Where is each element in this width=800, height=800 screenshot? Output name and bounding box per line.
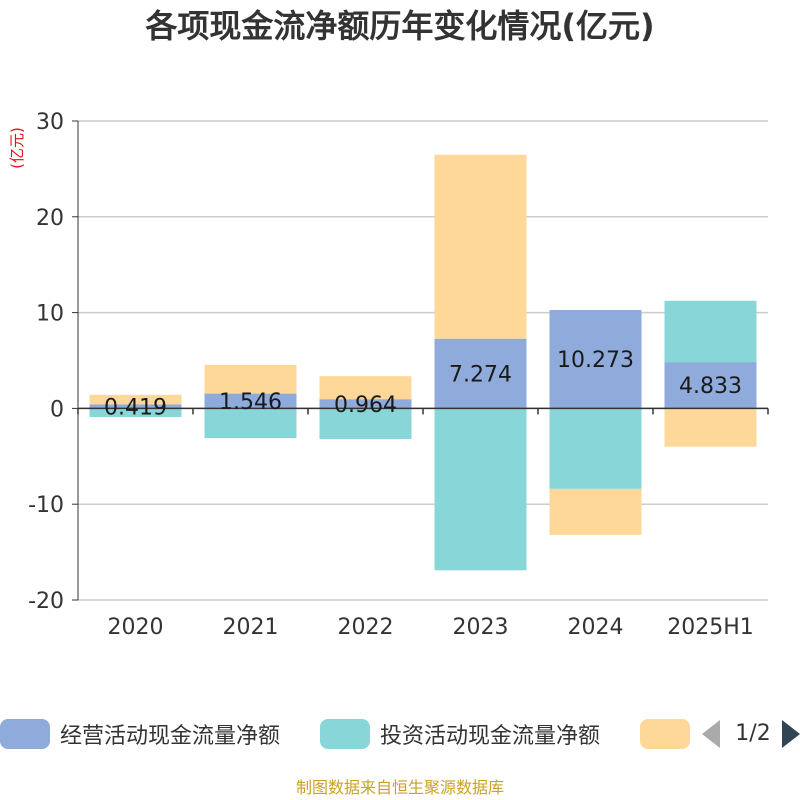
bar-financing-2025H1 [664,408,757,447]
bar-financing-2023 [434,154,527,339]
bar-financing-2021 [204,364,297,394]
data-label: 0.419 [104,395,167,420]
bar-operating-2021 [204,393,297,409]
legend-label-operating: 经营活动现金流量净额 [60,724,281,749]
x-tick-label: 2021 [223,615,279,640]
y-tick-label: -20 [28,589,64,614]
bar-operating-2025H1 [664,362,757,409]
data-label: 4.833 [679,374,742,399]
data-label: 0.964 [334,393,397,418]
x-tick-label: 2025H1 [667,615,754,640]
bar-investing-2024 [549,408,642,489]
legend-item-financing[interactable] [640,714,700,754]
bar-operating-2024 [549,309,642,409]
x-tick-label: 2022 [338,615,394,640]
source-note: 制图数据来自恒生聚源数据库 [295,778,504,797]
bar-operating-2020 [89,404,182,409]
legend-swatch-investing [320,719,370,749]
y-tick-label: 30 [36,110,64,135]
bar-financing-2022 [319,376,412,400]
y-tick-label: -10 [28,493,64,518]
legend-label-investing: 投资活动现金流量净额 [380,724,601,749]
legend-swatch-financing [640,719,690,749]
x-tick-label: 2020 [108,615,164,640]
x-tick-label: 2023 [453,615,509,640]
legend: 经营活动现金流量净额 投资活动现金流量净额 1/2 [0,714,800,754]
data-label: 7.274 [449,363,512,388]
bar-investing-2021 [204,408,297,439]
legend-pager: 1/2 [700,714,800,754]
y-axis-unit-label: (亿元) [8,127,26,169]
bar-operating-2022 [319,399,412,409]
y-tick-label: 10 [36,302,64,327]
bar-investing-2022 [319,408,412,440]
x-tick-label: 2024 [568,615,624,640]
y-tick-label: 0 [50,397,64,422]
chevron-left-icon[interactable] [702,720,720,748]
bar-investing-2023 [434,408,527,571]
legend-item-operating[interactable]: 经营活动现金流量净额 [0,714,280,754]
data-label: 1.546 [219,390,282,415]
legend-swatch-operating [0,719,50,749]
bar-financing-2024 [549,488,642,535]
chart-title: 各项现金流净额历年变化情况(亿元) [145,7,655,45]
chevron-right-icon[interactable] [782,720,800,748]
bar-investing-2020 [89,408,182,418]
bar-investing-2025H1 [664,300,757,363]
bar-operating-2023 [434,338,527,409]
legend-page-indicator: 1/2 [735,721,771,746]
y-tick-label: 20 [36,206,64,231]
bar-financing-2020 [89,394,182,405]
legend-item-investing[interactable]: 投资活动现金流量净额 [320,714,600,754]
data-label: 10.273 [557,348,634,373]
